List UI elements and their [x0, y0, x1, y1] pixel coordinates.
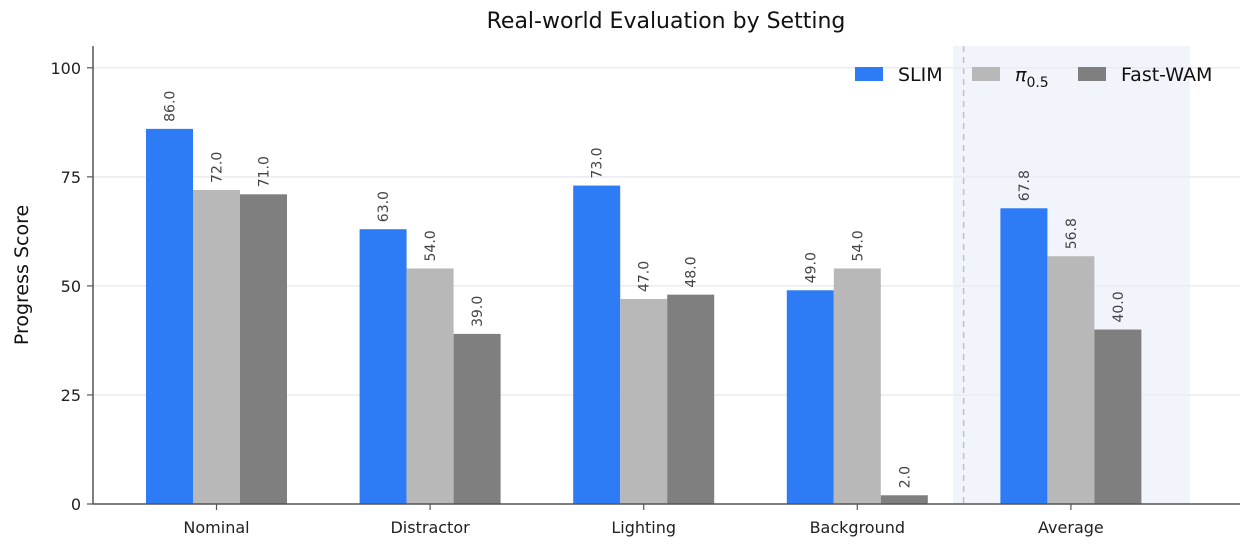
data-label: 2.0	[897, 466, 913, 488]
x-tick-label: Distractor	[390, 518, 470, 537]
legend: SLIM π0.5 Fast-WAM	[855, 64, 1212, 91]
bar-slim-background	[786, 290, 834, 504]
data-labels-layer: 86.0 63.0 73.0 49.0 67.8 72.0 54.0 47.0 54.0 56.8…	[163, 91, 1127, 489]
data-label: 54.0	[423, 230, 439, 261]
legend-label: Fast-WAM	[1121, 64, 1212, 86]
bar-slim-lighting	[573, 185, 621, 505]
bar-fast-wam-average	[1094, 329, 1142, 504]
legend-label: π0.5	[1015, 64, 1049, 91]
data-label: 72.0	[210, 152, 226, 183]
chart-title: Real-world Evaluation by Setting	[487, 9, 846, 34]
legend-label: SLIM	[898, 64, 943, 86]
data-label: 63.0	[376, 191, 392, 222]
y-axis-title: Progress Score	[11, 205, 33, 345]
data-label: 86.0	[163, 91, 179, 122]
bar--0-5-nominal	[193, 189, 240, 504]
bar--0-5-background	[833, 268, 881, 504]
y-tick-label: 0	[71, 495, 81, 514]
data-label: 40.0	[1111, 291, 1127, 322]
data-label: 56.8	[1064, 218, 1080, 249]
legend-swatch	[972, 67, 1000, 81]
bar-fast-wam-distractor	[453, 333, 501, 504]
bar-fast-wam-nominal	[240, 194, 287, 505]
y-tick-label: 75	[61, 168, 81, 187]
bar--0-5-average	[1047, 256, 1095, 504]
bar--0-5-lighting	[620, 298, 668, 504]
y-tick-label: 100	[50, 59, 81, 78]
bar-slim-nominal	[146, 128, 193, 504]
bar--0-5-distractor	[406, 268, 454, 504]
bar-slim-distractor	[359, 229, 407, 504]
data-label: 73.0	[590, 147, 606, 178]
legend-swatch	[1078, 67, 1106, 81]
bar-slim-average	[1000, 208, 1048, 504]
y-tick-label: 25	[61, 386, 81, 405]
data-label: 39.0	[470, 296, 486, 327]
bar-fast-wam-background	[880, 495, 928, 504]
ticks-layer: 0 25 50 75 100 Nominal Distractor Lighting Backg…	[50, 59, 1103, 537]
data-label: 48.0	[684, 256, 700, 287]
data-label: 67.8	[1017, 170, 1033, 201]
data-label: 47.0	[637, 261, 653, 292]
x-tick-label: Nominal	[183, 518, 249, 537]
x-tick-label: Lighting	[611, 518, 676, 537]
x-tick-label: Average	[1038, 518, 1104, 537]
bar-fast-wam-lighting	[667, 294, 715, 504]
x-tick-label: Background	[810, 518, 905, 537]
axes-layer	[92, 46, 1240, 505]
legend-swatch	[855, 67, 883, 81]
data-label: 49.0	[803, 252, 819, 283]
bars-layer	[146, 128, 1142, 505]
data-label: 54.0	[850, 230, 866, 261]
y-tick-label: 50	[61, 277, 81, 296]
data-label: 71.0	[257, 156, 273, 187]
